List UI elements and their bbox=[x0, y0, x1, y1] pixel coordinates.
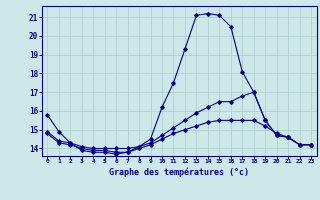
X-axis label: Graphe des températures (°c): Graphe des températures (°c) bbox=[109, 167, 249, 177]
